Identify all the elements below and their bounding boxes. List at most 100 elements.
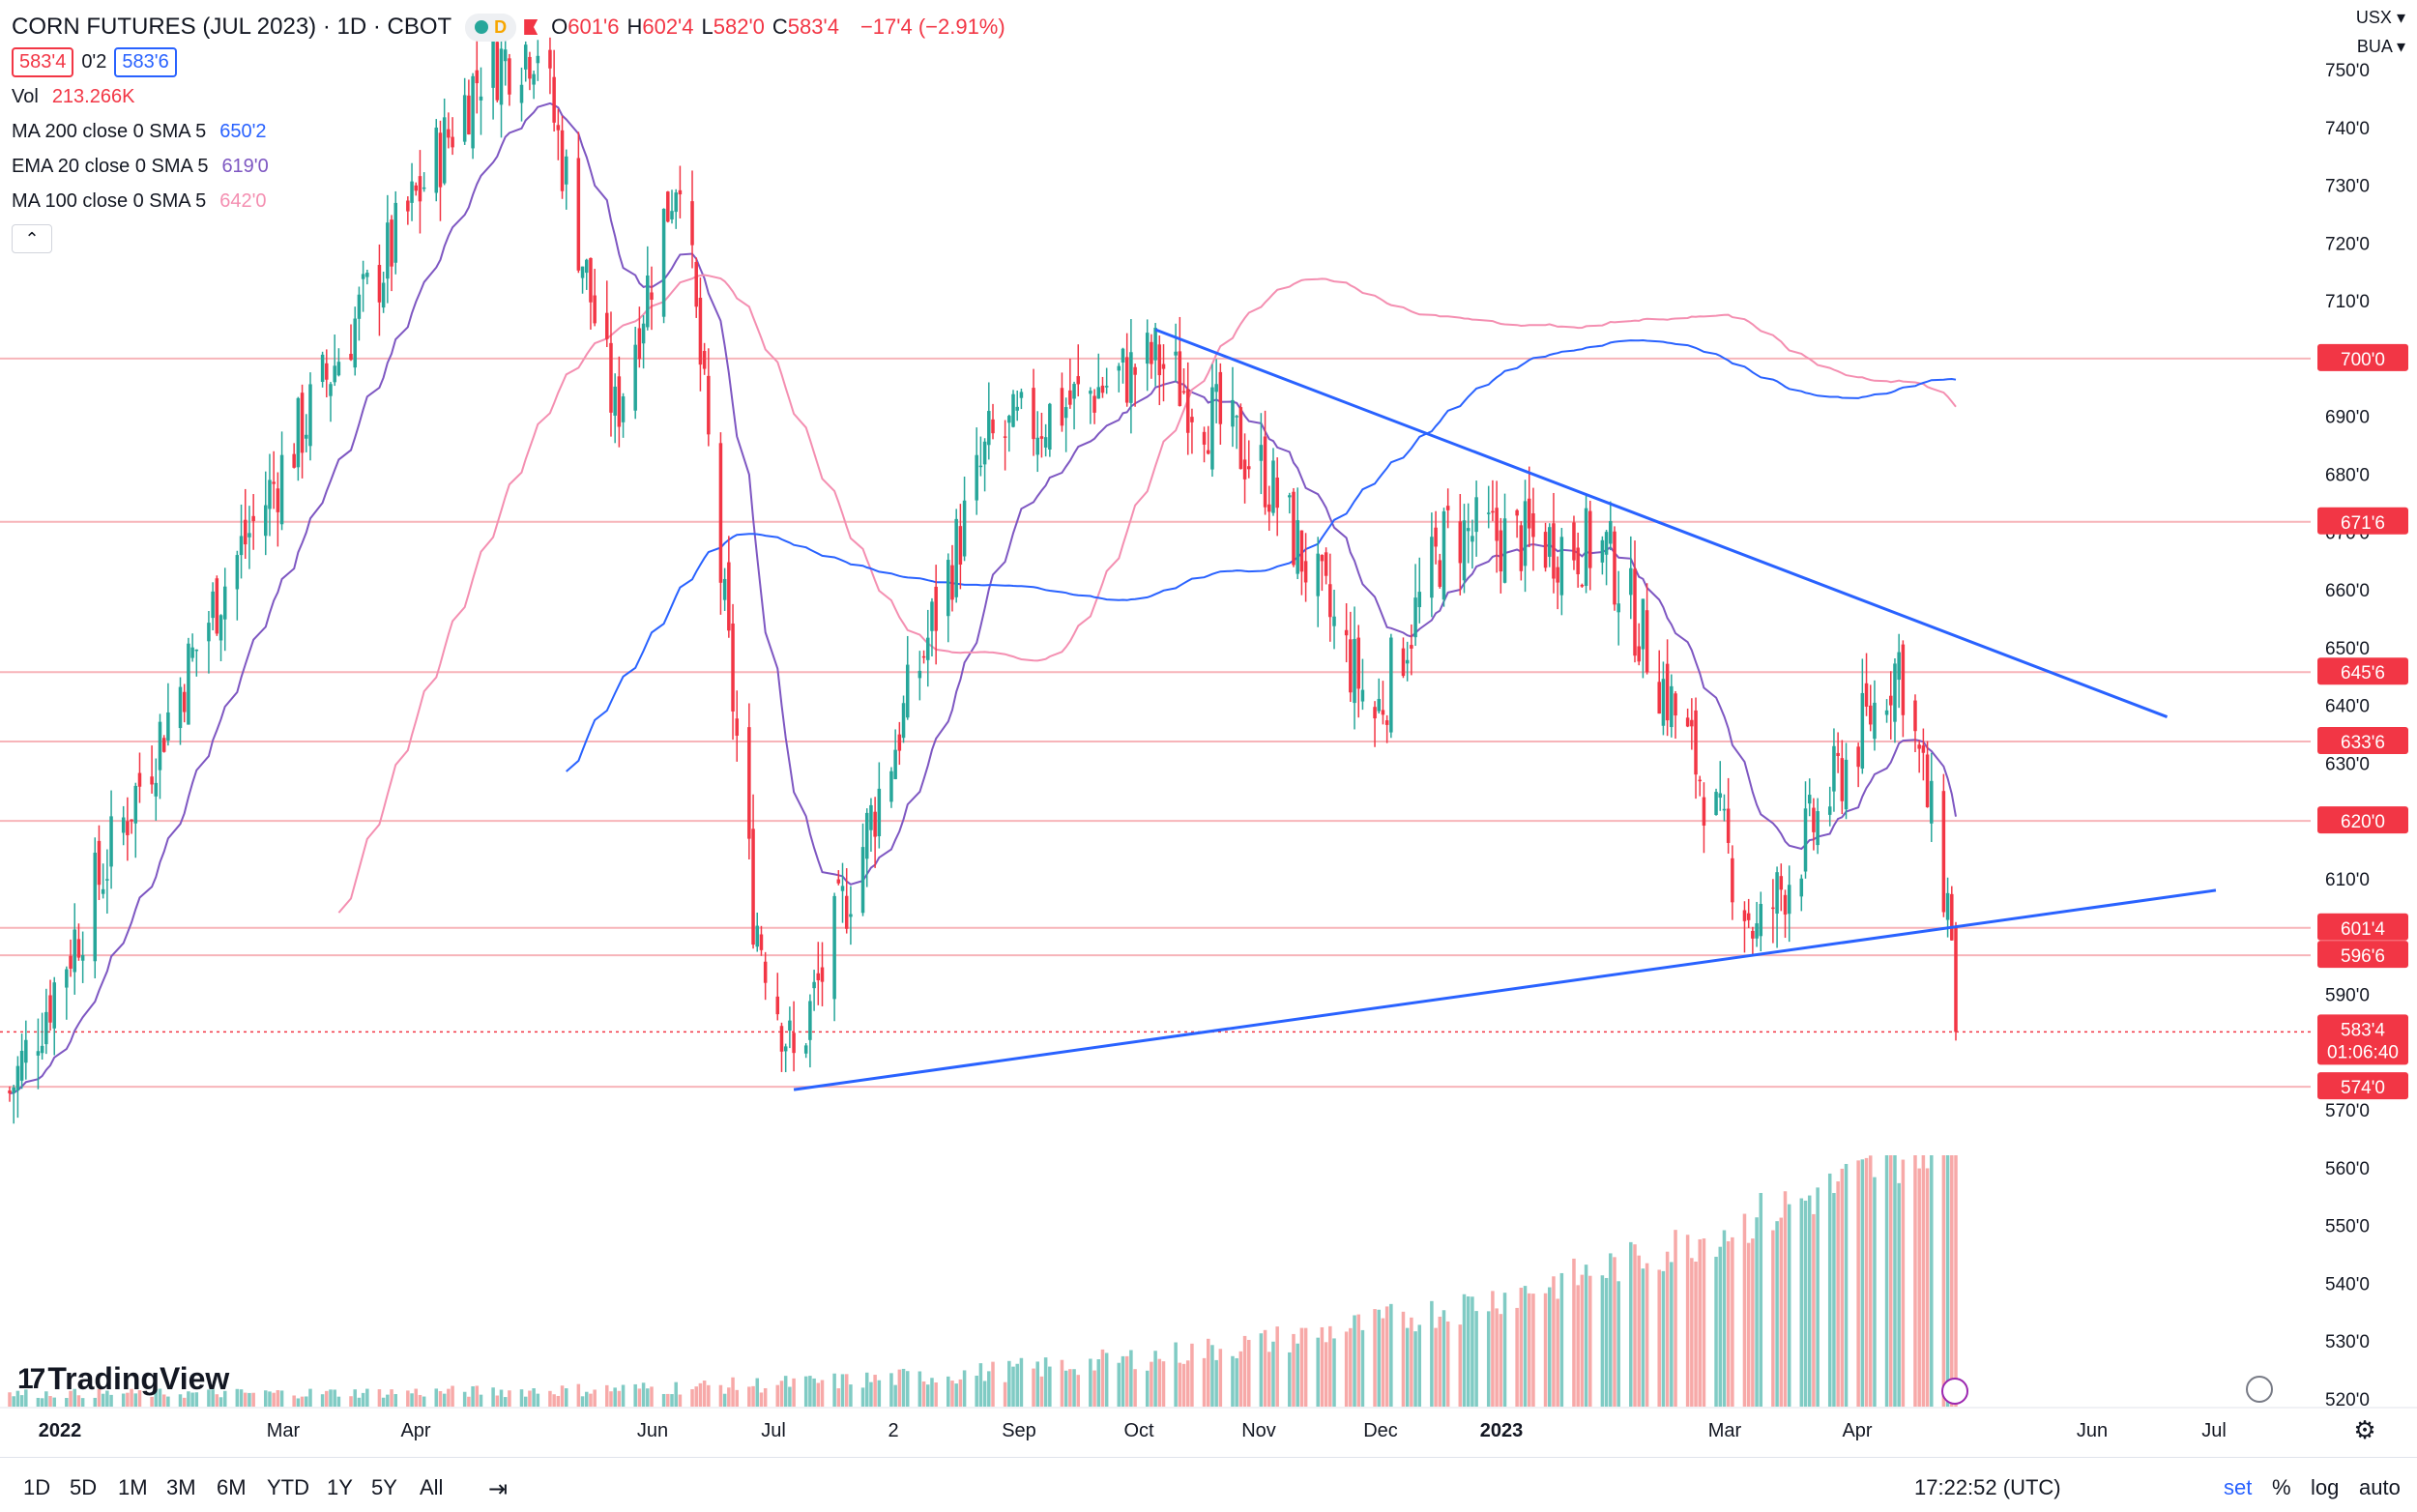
y-tick-label: 520'0 bbox=[2325, 1390, 2370, 1410]
volume-bar bbox=[1292, 1333, 1296, 1407]
ask-price-button[interactable]: 583'6 bbox=[114, 46, 177, 77]
session-selector[interactable]: BUA ▾ bbox=[2357, 37, 2405, 57]
candle-body bbox=[296, 397, 301, 468]
volume-bar bbox=[1807, 1195, 1812, 1407]
price-level-tag bbox=[2317, 913, 2408, 941]
candle-body bbox=[836, 879, 841, 884]
volume-bar bbox=[491, 1387, 495, 1407]
timeframe-6m[interactable]: 6M bbox=[217, 1475, 247, 1499]
candle-body bbox=[1674, 693, 1677, 716]
volume-bar bbox=[1930, 1155, 1934, 1407]
candle-body bbox=[759, 934, 764, 950]
candle-body bbox=[1645, 610, 1649, 673]
volume-bar bbox=[650, 1386, 654, 1407]
clock-time[interactable]: 17:22:52 (UTC) bbox=[1914, 1475, 2061, 1499]
timeframe-1m[interactable]: 1M bbox=[118, 1475, 148, 1499]
ma200-line bbox=[566, 338, 1957, 772]
candle-body bbox=[1685, 717, 1690, 727]
timeframe-1y[interactable]: 1Y bbox=[327, 1475, 353, 1499]
candle-body bbox=[707, 375, 711, 435]
chevron-up-icon: ⌃ bbox=[24, 228, 40, 248]
candle-body bbox=[1377, 698, 1381, 712]
candle-body bbox=[133, 785, 138, 824]
flag-icon[interactable] bbox=[524, 19, 539, 35]
volume-bar bbox=[296, 1398, 301, 1407]
indicator-row[interactable]: EMA 20 close 0 SMA 5 619'0 bbox=[12, 149, 1005, 184]
volume-bar bbox=[641, 1382, 646, 1407]
timeframe-all[interactable]: All bbox=[420, 1475, 444, 1499]
candle-body bbox=[1157, 344, 1162, 376]
timeframe-3m[interactable]: 3M bbox=[166, 1475, 196, 1499]
candle-body bbox=[1873, 702, 1877, 740]
volume-bar bbox=[718, 1384, 723, 1407]
volume-bar bbox=[190, 1392, 194, 1407]
price-level-label: 671'6 bbox=[2341, 513, 2385, 534]
candle-body bbox=[194, 649, 199, 652]
volume-bar bbox=[702, 1381, 707, 1407]
y-tick-label: 680'0 bbox=[2325, 465, 2370, 485]
volume-bar bbox=[1779, 1217, 1784, 1407]
bid-price-button[interactable]: 583'4 bbox=[12, 46, 74, 77]
candle-body bbox=[1462, 520, 1467, 581]
candle-body bbox=[661, 209, 666, 317]
volume-bar bbox=[1917, 1168, 1921, 1407]
indicator-row[interactable]: Vol 213.266K bbox=[12, 79, 1005, 114]
volume-bar bbox=[975, 1375, 978, 1407]
volume-bar bbox=[154, 1388, 159, 1407]
indicator-row[interactable]: MA 200 close 0 SMA 5 650'2 bbox=[12, 114, 1005, 149]
candle-body bbox=[336, 362, 341, 376]
candle-body bbox=[1129, 352, 1133, 403]
price-level-label: 620'0 bbox=[2341, 812, 2385, 832]
price-chart[interactable]: 750'0740'0730'0720'0710'0690'0680'0670'0… bbox=[0, 0, 2417, 1457]
gear-icon[interactable]: ⚙ bbox=[2353, 1415, 2375, 1444]
volume-bar bbox=[1242, 1335, 1247, 1407]
timeframe-5y[interactable]: 5Y bbox=[371, 1475, 397, 1499]
candle-body bbox=[438, 132, 443, 188]
candle-body bbox=[1702, 797, 1706, 826]
ohlc-value: 583'4 bbox=[787, 15, 839, 39]
candle-body bbox=[65, 969, 69, 988]
volume-bar bbox=[15, 1390, 20, 1407]
candle-body bbox=[1633, 568, 1637, 656]
tradingview-logo[interactable]: 17 TradingView bbox=[17, 1361, 229, 1397]
indicator-row[interactable]: MA 100 close 0 SMA 5 642'0 bbox=[12, 184, 1005, 218]
volume-bar bbox=[605, 1384, 609, 1407]
volume-bar bbox=[377, 1389, 382, 1407]
ohlc-key: H bbox=[626, 15, 643, 39]
volume-bar bbox=[1832, 1193, 1836, 1407]
candle-body bbox=[264, 505, 268, 537]
candle-body bbox=[1950, 893, 1954, 941]
date-range-icon[interactable]: ⇥ bbox=[488, 1476, 509, 1502]
candle-body bbox=[1698, 779, 1702, 782]
candle-body bbox=[1202, 431, 1207, 445]
volume-bar bbox=[336, 1396, 341, 1407]
volume-bar bbox=[1092, 1370, 1096, 1407]
candle-body bbox=[386, 222, 390, 279]
currency-selector[interactable]: USX ▾ bbox=[2356, 8, 2405, 28]
candle-body bbox=[491, 35, 495, 88]
ohlc-key: L bbox=[701, 15, 713, 39]
log-scale-button[interactable]: log bbox=[2311, 1475, 2340, 1499]
candle-body bbox=[1360, 689, 1365, 702]
candle-body bbox=[130, 819, 133, 822]
y-tick-label: 650'0 bbox=[2325, 639, 2370, 659]
volume-bar bbox=[462, 1391, 467, 1407]
auto-scale-button[interactable]: auto bbox=[2359, 1475, 2401, 1499]
candle-body bbox=[365, 273, 369, 277]
symbol-title[interactable]: CORN FUTURES (JUL 2023) · 1D · CBOT bbox=[12, 14, 452, 40]
timeframe-1d[interactable]: 1D bbox=[23, 1475, 51, 1499]
volume-bar bbox=[1153, 1351, 1157, 1407]
timeframe-ytd[interactable]: YTD bbox=[267, 1475, 309, 1499]
market-status[interactable]: D bbox=[465, 13, 517, 42]
y-tick-label: 550'0 bbox=[2325, 1217, 2370, 1237]
collapse-legend-button[interactable]: ⌃ bbox=[12, 224, 52, 253]
candle-body bbox=[377, 265, 382, 303]
candle-body bbox=[190, 647, 194, 658]
session-button[interactable]: set bbox=[2224, 1475, 2253, 1499]
volume-bar bbox=[621, 1384, 626, 1407]
volume-bar bbox=[1466, 1295, 1471, 1407]
timeframe-5d[interactable]: 5D bbox=[70, 1475, 98, 1499]
candle-body bbox=[1324, 552, 1328, 576]
candle-body bbox=[207, 623, 211, 642]
percent-scale-button[interactable]: % bbox=[2272, 1475, 2291, 1499]
